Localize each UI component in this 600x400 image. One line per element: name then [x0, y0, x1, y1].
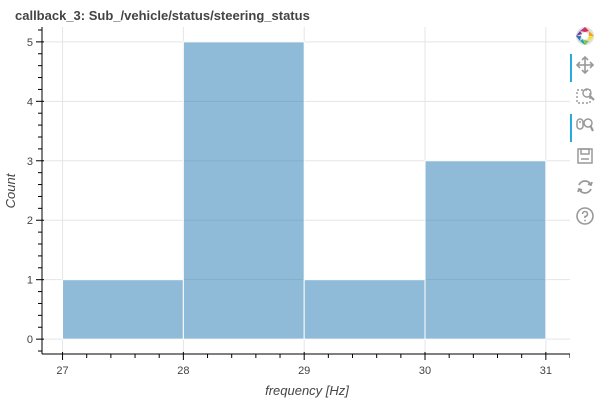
help-tool[interactable] — [570, 204, 600, 232]
histogram-plot[interactable]: 27 28 29 30 31 0 1 2 3 4 5 frequency [Hz] Count — [0, 0, 570, 400]
pan-tool[interactable] — [570, 53, 600, 82]
y-tick-label: 3 — [27, 156, 33, 168]
histogram-bar — [182, 41, 305, 340]
histogram-bar — [62, 279, 184, 340]
y-tick-label: 5 — [27, 37, 33, 49]
histogram-bar — [424, 160, 547, 340]
save-tool[interactable] — [570, 144, 600, 172]
y-axis-label: Count — [3, 172, 18, 208]
bokeh-logo-tool[interactable] — [570, 24, 600, 52]
histogram-bar — [303, 279, 426, 340]
x-tick-label: 31 — [540, 365, 552, 377]
y-tick-label: 1 — [27, 275, 33, 287]
x-tick-label: 29 — [298, 365, 310, 377]
toolbar — [570, 24, 600, 244]
histogram-bars — [62, 41, 547, 340]
y-tick-label: 4 — [27, 96, 33, 108]
x-axis-label: frequency [Hz] — [265, 383, 349, 398]
x-tick-label: 30 — [419, 365, 431, 377]
x-tick-label: 28 — [177, 365, 189, 377]
reset-tool[interactable] — [570, 175, 600, 203]
wheel-zoom-tool[interactable] — [570, 113, 600, 142]
chart-title: callback_3: Sub_/vehicle/status/steering… — [15, 8, 310, 23]
y-tick-label: 0 — [27, 334, 33, 346]
y-tick-label: 2 — [27, 215, 33, 227]
x-tick-label: 27 — [56, 365, 68, 377]
box-zoom-tool[interactable] — [570, 84, 600, 112]
axes: 27 28 29 30 31 0 1 2 3 4 5 — [27, 27, 570, 377]
